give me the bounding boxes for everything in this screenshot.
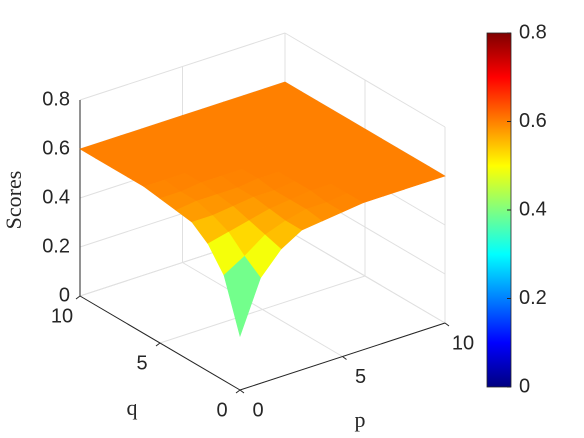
y-tick (235, 389, 241, 394)
z-tick-label: 0.6 (42, 137, 70, 159)
y-tick (75, 295, 81, 300)
z-tick-label: 0.2 (42, 235, 70, 257)
x-axis-label: p (355, 407, 366, 432)
x-tick (239, 389, 245, 394)
x-tick-label: 5 (355, 366, 366, 388)
colorbar-tick-label: 0.2 (519, 287, 547, 309)
y-tick (155, 342, 161, 347)
z-tick-label: 0.8 (42, 88, 70, 110)
y-tick-label: 10 (51, 305, 73, 327)
y-tick-label: 0 (216, 399, 227, 421)
z-axis-label: Scores (1, 171, 26, 230)
z-tick-label: 0.4 (42, 186, 70, 208)
y-tick-label: 5 (136, 352, 147, 374)
x-tick (444, 322, 450, 327)
surface-patch (223, 255, 261, 338)
colorbar-tick-label: 0.4 (519, 198, 547, 220)
x-tick-label: 0 (252, 399, 263, 421)
colorbar-tick-label: 0 (519, 375, 530, 397)
x-tick-label: 10 (452, 332, 474, 354)
z-tick-label: 0 (59, 284, 70, 306)
y-axis-label: q (127, 395, 138, 420)
y-grid-line (159, 275, 366, 344)
colorbar-tick-label: 0.8 (519, 21, 547, 43)
x-tick (342, 356, 347, 360)
colorbar-tick-label: 0.6 (519, 110, 547, 132)
labels: 00.20.40.60.805100510pqScores00.20.40.60… (1, 21, 547, 432)
surface (79, 81, 446, 338)
